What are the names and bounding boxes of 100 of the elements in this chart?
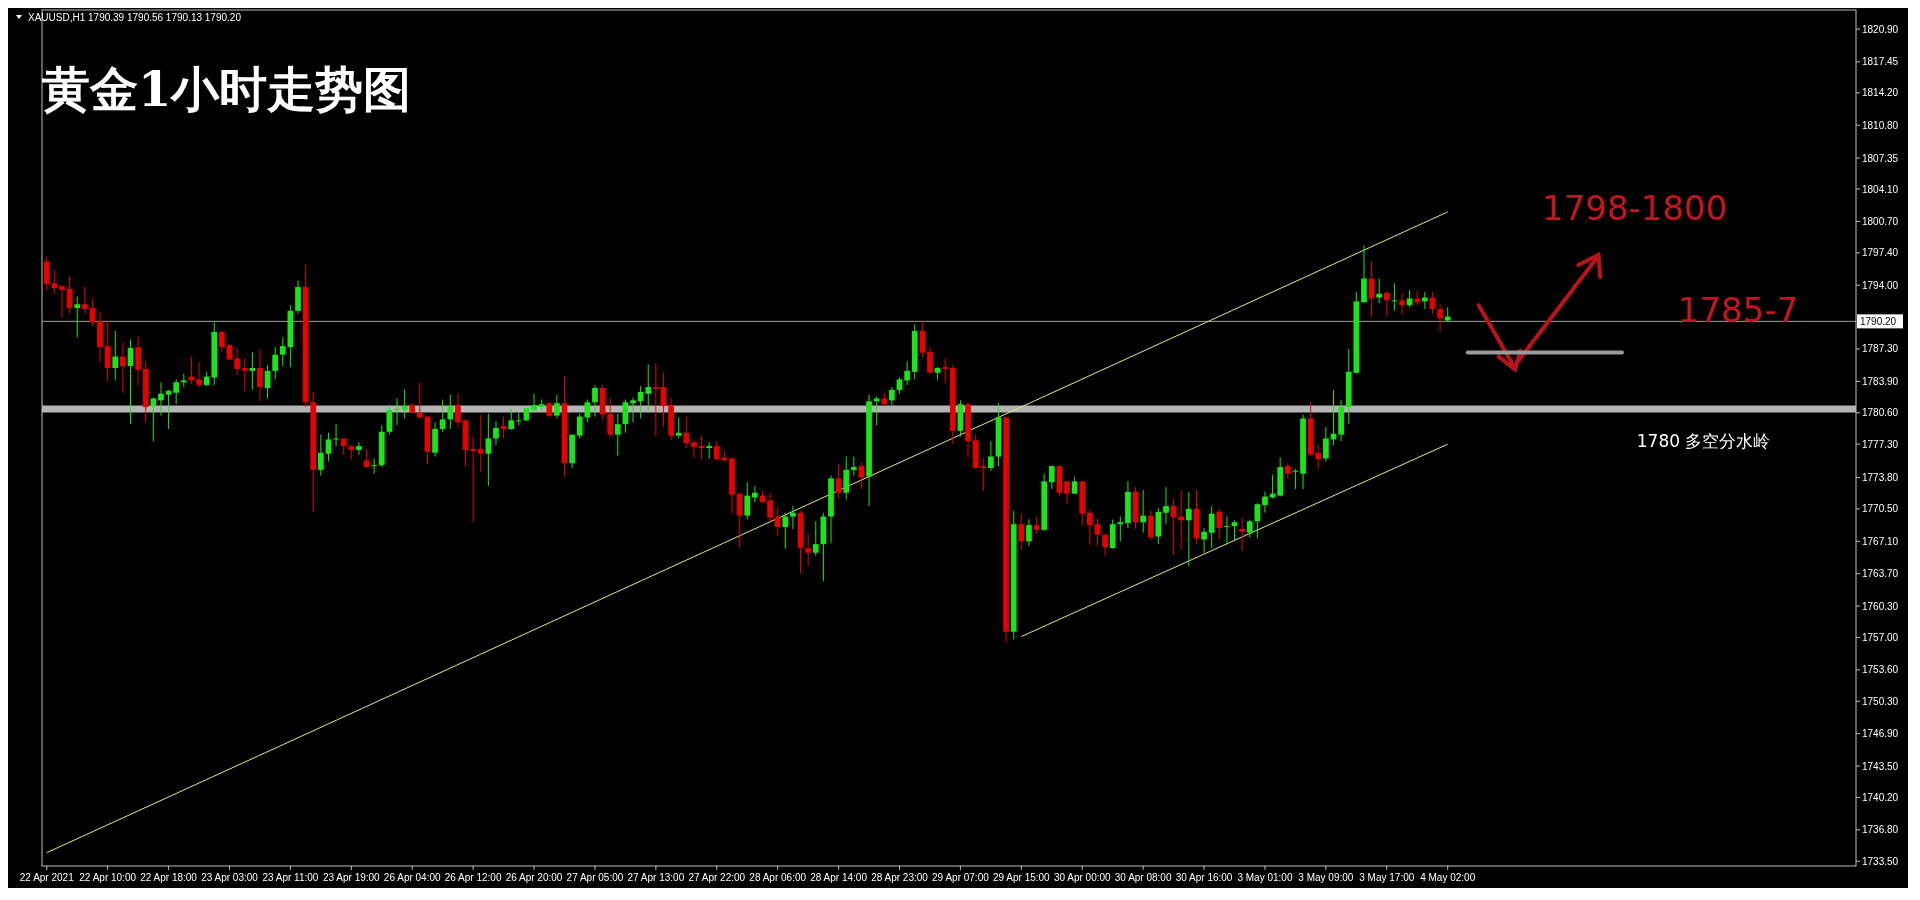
annotation: 1780 多空分水岭 (1636, 430, 1771, 451)
candlestick (1201, 527, 1207, 554)
candlestick (219, 330, 225, 353)
x-tick-label: 22 Apr 2021 (19, 872, 75, 883)
candlestick (363, 448, 370, 469)
x-tick-label: 26 Apr 04:00 (383, 872, 442, 883)
x-tick-label: 29 Apr 15:00 (992, 872, 1051, 883)
annotation: 1785-7 (1677, 290, 1799, 331)
candlestick (150, 397, 157, 442)
candlestick (104, 320, 111, 382)
candlestick (919, 320, 926, 359)
candlestick (1147, 509, 1154, 541)
y-tick-label: 1746.90 (1862, 728, 1899, 740)
x-tick-label: 28 Apr 06:00 (749, 872, 807, 883)
candlestick (1109, 518, 1116, 550)
candlestick (812, 520, 819, 557)
candlestick (889, 386, 895, 406)
candlestick (942, 357, 949, 384)
y-tick-label: 1743.50 (1862, 760, 1899, 772)
x-tick-label: 22 Apr 10:00 (79, 872, 137, 883)
y-tick-label: 1757.00 (1862, 631, 1899, 643)
candlestick (455, 393, 461, 429)
candlestick (904, 360, 910, 386)
candlestick (698, 435, 705, 460)
candlestick (158, 381, 164, 417)
candlestick (500, 416, 507, 439)
y-tick-label: 1807.35 (1862, 152, 1899, 164)
x-tick-label: 30 Apr 00:00 (1053, 872, 1112, 883)
candlestick (439, 398, 446, 433)
candlestick (630, 397, 636, 423)
candlestick (1140, 489, 1147, 534)
candlestick (416, 381, 423, 419)
candlestick (325, 432, 332, 462)
candlestick (470, 436, 476, 523)
candlestick (873, 396, 880, 426)
candlestick (1117, 516, 1124, 542)
candlestick (607, 397, 614, 439)
candlestick (356, 441, 362, 456)
candlestick (241, 357, 248, 392)
candlestick (1383, 290, 1390, 318)
candlestick (645, 363, 652, 414)
candlestick (1094, 517, 1101, 546)
candlestick (858, 461, 865, 490)
candlestick (554, 394, 560, 419)
y-tick-label: 1736.80 (1862, 824, 1899, 836)
annotation: 1798-1800 (1542, 187, 1728, 228)
y-tick-label: 1760.30 (1862, 600, 1899, 612)
candlestick (477, 414, 484, 473)
candlestick (1231, 519, 1238, 541)
candlestick (744, 481, 751, 520)
candlestick (988, 440, 994, 472)
candlestick (1026, 518, 1032, 547)
y-tick-label: 1740.20 (1862, 791, 1899, 803)
y-tick-label: 1804.10 (1862, 183, 1899, 195)
candlestick (683, 416, 690, 449)
candlestick (1361, 244, 1367, 303)
candlestick (782, 512, 789, 550)
candlestick (774, 506, 781, 537)
candlestick (1208, 505, 1215, 549)
candlestick (74, 296, 81, 339)
x-tick-label: 27 Apr 05:00 (566, 872, 624, 883)
candlestick (1018, 513, 1025, 551)
y-tick-label: 1763.70 (1862, 568, 1899, 580)
x-tick-label: 28 Apr 14:00 (810, 872, 868, 883)
x-tick-label: 30 Apr 08:00 (1114, 872, 1172, 883)
y-tick-label: 1810.80 (1862, 119, 1899, 131)
y-tick-label: 1794.00 (1862, 279, 1899, 291)
candlestick (234, 347, 240, 376)
candlestick (653, 362, 659, 438)
candlestick (51, 269, 58, 295)
candlestick (257, 348, 263, 402)
x-tick-label: 23 Apr 11:00 (262, 872, 319, 883)
y-tick-label: 1820.90 (1862, 23, 1899, 35)
x-tick-label: 23 Apr 03:00 (201, 872, 259, 883)
candlestick (614, 413, 621, 457)
candlestick (81, 285, 88, 315)
x-tick-label: 27 Apr 13:00 (627, 872, 685, 883)
candlestick (493, 420, 499, 446)
candlestick (531, 393, 537, 414)
y-tick-label: 1780.60 (1862, 407, 1899, 419)
candlestick (1262, 491, 1268, 514)
candlestick (790, 505, 796, 530)
candlestick (1437, 303, 1443, 333)
y-tick-label: 1787.30 (1862, 343, 1899, 355)
candlestick (1048, 465, 1055, 490)
candlestick (1224, 516, 1230, 545)
x-tick-label: 22 Apr 18:00 (140, 872, 198, 883)
candlestick (272, 346, 279, 380)
y-tick-label: 1814.20 (1862, 87, 1899, 99)
candlestick (432, 421, 438, 458)
y-tick-label: 1797.40 (1862, 247, 1899, 259)
y-tick-label: 1733.50 (1862, 855, 1899, 867)
candlestick (1170, 497, 1177, 556)
candlestick (592, 384, 598, 418)
x-tick-label: 26 Apr 12:00 (444, 872, 502, 883)
candlestick (173, 378, 180, 405)
x-tick-label: 30 Apr 16:00 (1175, 872, 1233, 883)
candlestick (1399, 292, 1405, 316)
candlestick (196, 361, 202, 389)
ref-line-label: 1790.20 (1860, 316, 1897, 328)
